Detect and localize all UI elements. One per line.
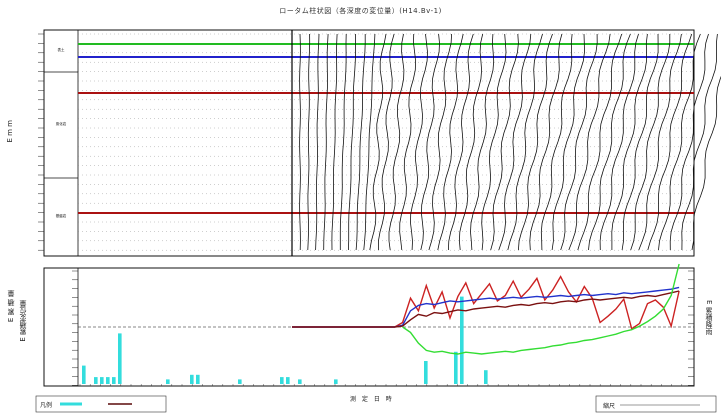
lower-right-axis-label: E 累積降雨 bbox=[705, 300, 713, 335]
profile-line bbox=[420, 33, 440, 251]
profile-line bbox=[339, 33, 347, 250]
profile-line bbox=[611, 33, 648, 250]
profile-line bbox=[458, 33, 484, 251]
profile-line bbox=[299, 33, 301, 251]
rain-bar bbox=[196, 374, 200, 384]
profile-line bbox=[647, 33, 693, 251]
profile-line bbox=[428, 33, 452, 251]
rain-bar bbox=[82, 365, 86, 384]
rainfall-bars bbox=[82, 296, 488, 384]
rain-bar bbox=[190, 374, 194, 384]
profile-line bbox=[658, 33, 701, 251]
profile-line bbox=[315, 33, 320, 251]
rain-bar bbox=[454, 351, 458, 384]
rain-bar bbox=[424, 361, 428, 384]
scale-box bbox=[595, 395, 717, 413]
profile-line bbox=[568, 33, 611, 251]
strata-column bbox=[43, 29, 79, 257]
profile-line bbox=[518, 33, 553, 251]
rain-bar bbox=[94, 377, 98, 384]
profile-line bbox=[323, 33, 329, 251]
profile-line bbox=[560, 33, 598, 251]
profile-line bbox=[377, 33, 395, 250]
rain-bar bbox=[100, 377, 104, 384]
rain-bar bbox=[286, 377, 290, 384]
profile-line bbox=[577, 33, 623, 251]
profile-line bbox=[638, 33, 682, 251]
profile-line bbox=[369, 33, 387, 251]
rain-bar bbox=[238, 379, 242, 384]
profile-line bbox=[307, 33, 311, 251]
series-line bbox=[402, 263, 680, 355]
profile-line bbox=[691, 75, 721, 251]
chart-title: ロータム柱状図（各深度の変位量）(H14.Bv-1) bbox=[279, 7, 442, 15]
rain-bar bbox=[166, 379, 170, 384]
profile-line bbox=[410, 33, 428, 251]
cumulative-series bbox=[292, 263, 680, 355]
rain-bar bbox=[298, 379, 302, 384]
profile-line bbox=[540, 33, 573, 251]
legend-box bbox=[35, 395, 167, 413]
profile-line bbox=[348, 34, 357, 251]
strata-label: 表土 bbox=[58, 47, 65, 52]
profile-line bbox=[490, 33, 519, 251]
series-line bbox=[292, 275, 680, 330]
profile-line bbox=[470, 33, 495, 251]
strata-label: 風化岩 bbox=[56, 121, 67, 126]
profile-line bbox=[399, 33, 417, 251]
profile-line bbox=[669, 33, 709, 251]
series-line bbox=[292, 290, 680, 328]
x-axis-label: 測 定 日 時 bbox=[350, 396, 394, 403]
rain-bar bbox=[460, 296, 464, 384]
profile-line bbox=[448, 33, 474, 251]
profile-line bbox=[437, 33, 464, 251]
profile-line bbox=[681, 33, 718, 251]
profile-line bbox=[621, 33, 659, 251]
legend-label: 凡例 bbox=[40, 402, 53, 409]
rain-bar bbox=[106, 377, 110, 384]
rain-bar bbox=[334, 379, 338, 384]
profile-line bbox=[599, 33, 639, 251]
profile-line bbox=[363, 33, 376, 251]
rain-bar bbox=[484, 370, 488, 384]
strata-label: 基盤岩 bbox=[56, 213, 67, 218]
profile-line bbox=[355, 34, 366, 251]
rain-bar bbox=[112, 377, 116, 384]
profile-line bbox=[630, 34, 671, 251]
profile-line bbox=[551, 33, 585, 251]
rain-bar bbox=[280, 377, 284, 384]
profile-line bbox=[388, 33, 405, 251]
scale-label: 縮尺 bbox=[603, 403, 616, 410]
rain-bar bbox=[118, 333, 122, 384]
profile-line bbox=[481, 33, 507, 251]
profile-line bbox=[498, 33, 532, 251]
displacement-profiles bbox=[299, 33, 721, 251]
lower-ticks bbox=[72, 270, 694, 386]
profile-line bbox=[331, 33, 338, 251]
profile-line bbox=[588, 33, 631, 251]
profile-line bbox=[529, 33, 563, 251]
profile-line bbox=[507, 33, 543, 251]
depth-markers bbox=[78, 43, 694, 214]
